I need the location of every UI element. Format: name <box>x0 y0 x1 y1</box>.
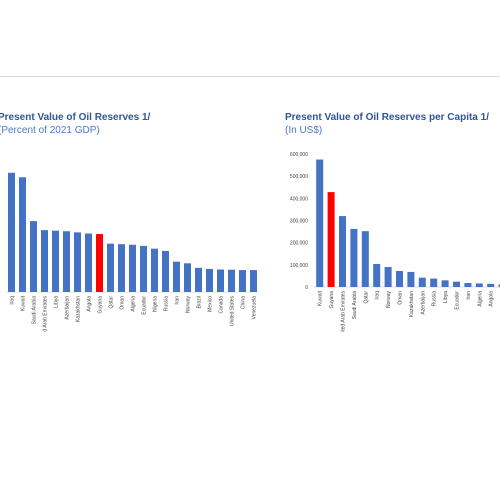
bar <box>407 271 415 287</box>
y-tick-label: 400,000 <box>290 196 308 202</box>
x-tick-label: Iraq <box>10 296 16 305</box>
y-tick-label: 200,000 <box>290 241 308 247</box>
x-tick-label: Kuwait <box>318 290 324 306</box>
bar <box>373 263 381 287</box>
bar <box>129 244 136 292</box>
bar <box>74 232 81 292</box>
x-tick-label: United Arab Emirates <box>341 291 347 332</box>
x-tick-label: Qatar <box>109 296 115 309</box>
bar <box>140 245 147 292</box>
x-tick-label: Iran <box>175 296 181 305</box>
bar <box>418 277 426 287</box>
x-tick-label: Azerbaijan <box>420 291 426 315</box>
bar <box>206 268 213 292</box>
x-tick-label: Kazakhstan <box>409 291 415 317</box>
x-tick-label: Iraq <box>375 291 381 300</box>
bar-chart-per-capita: 0 100,000 200,000 300,000 400,000 500,000 600,… <box>290 152 500 332</box>
x-tick-label: Norway <box>386 291 392 308</box>
x-tick-label: Nigeria <box>153 296 159 312</box>
bar <box>118 244 125 292</box>
x-tick-label: Guyana <box>329 291 335 309</box>
x-tick-label: Oman <box>398 291 404 305</box>
x-tick-label: Ecuador <box>455 291 461 310</box>
bar <box>30 221 37 292</box>
bar <box>173 261 180 292</box>
x-tick-label: Ecuador <box>142 296 148 315</box>
y-tick-label: 100,000 <box>290 263 308 269</box>
bar <box>350 228 358 287</box>
x-tick-label: China <box>241 296 247 309</box>
bar <box>228 269 235 292</box>
chart-subtitle: (Percent of 2021 GDP) <box>0 125 100 136</box>
top-divider <box>0 76 500 77</box>
x-tick-label: Saudi Arabia <box>352 291 358 320</box>
bar <box>250 270 257 292</box>
bar <box>316 159 324 287</box>
bar <box>85 233 92 292</box>
bar <box>487 283 495 287</box>
bar-chart-percent-gdp: Iraq Kuwait Saudi Arabia United Arab Emirat… <box>6 172 259 332</box>
bar <box>41 230 48 292</box>
bar <box>464 283 472 287</box>
x-tick-label: Russia <box>432 291 438 307</box>
x-tick-label: Azerbaijan <box>65 296 71 320</box>
bar <box>96 234 103 292</box>
bar <box>19 177 26 292</box>
x-tick-label: Venezuela <box>252 296 258 320</box>
x-tick-label: Canada <box>219 296 225 314</box>
bar <box>339 216 346 287</box>
bar <box>361 231 369 287</box>
y-tick-label: 300,000 <box>290 219 308 225</box>
bar <box>151 248 158 292</box>
x-tick-label: Kazakhstan <box>76 296 82 322</box>
bar <box>327 192 335 287</box>
x-tick-label: Saudi Arabia <box>32 296 38 325</box>
x-tick-label: Oman <box>120 296 126 310</box>
y-tick-label: 500,000 <box>290 174 308 180</box>
x-tick-label: Guyana <box>98 296 104 314</box>
y-tick-label: 600,000 <box>290 152 308 158</box>
x-tick-label: Iran <box>466 291 472 300</box>
bar <box>430 278 438 287</box>
x-tick-label: Libya <box>54 296 60 308</box>
bar <box>107 243 114 292</box>
bar <box>162 250 169 292</box>
x-tick-label: United States <box>230 296 236 327</box>
bar <box>184 263 191 292</box>
bar <box>396 271 403 287</box>
y-tick-label: 0 <box>305 285 308 291</box>
bar <box>63 231 70 292</box>
bar <box>239 270 246 292</box>
bar <box>441 280 449 287</box>
chart-panel-percent-gdp: Present Value of Oil Reserves 1/ (Percen… <box>0 112 268 332</box>
x-tick-label: Algeria <box>131 296 137 312</box>
bar <box>52 230 59 292</box>
x-tick-label: United Arab Emirates <box>43 296 49 332</box>
x-tick-label: Brazil <box>197 296 203 309</box>
bar <box>498 284 500 287</box>
x-tick-label: Norway <box>186 296 192 313</box>
bar <box>475 283 483 287</box>
chart-title: Present Value of Oil Reserves per Capita… <box>285 112 489 123</box>
chart-title: Present Value of Oil Reserves 1/ <box>0 112 151 123</box>
x-tick-label: Libya <box>443 291 449 303</box>
chart-panel-per-capita: Present Value of Oil Reserves per Capita… <box>278 112 500 332</box>
bar <box>453 281 460 287</box>
x-tick-label: Qatar <box>363 291 369 304</box>
x-tick-label: Kuwait <box>21 295 27 311</box>
x-tick-label: Angola <box>489 291 495 307</box>
x-tick-label: Mexico <box>208 296 214 312</box>
x-tick-label: Angola <box>87 296 93 312</box>
x-tick-label: Algeria <box>477 291 483 307</box>
chart-subtitle: (In US$) <box>285 125 323 136</box>
bar <box>8 172 15 292</box>
bar <box>217 269 224 292</box>
bar <box>384 267 392 287</box>
bar <box>195 267 202 292</box>
x-tick-label: Russia <box>164 296 170 312</box>
